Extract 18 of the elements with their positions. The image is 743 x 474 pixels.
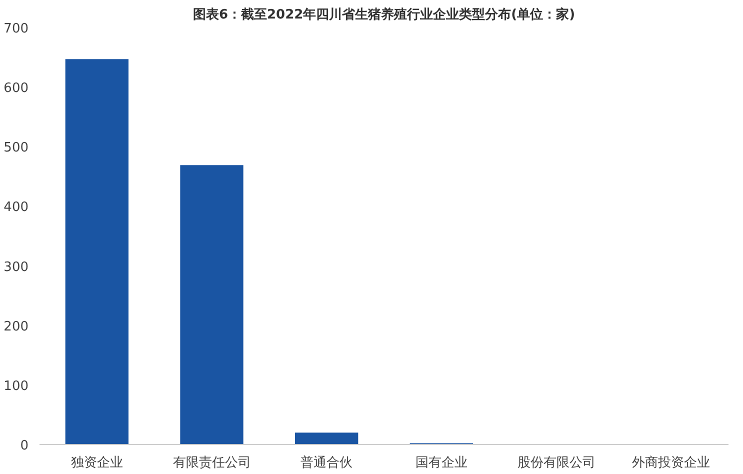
chart-title: 图表6：截至2022年四川省生猪养殖行业企业类型分布(单位：家) xyxy=(192,6,576,22)
bar xyxy=(180,165,244,444)
x-tick-label: 普通合伙 xyxy=(300,454,353,470)
x-tick-label: 独资企业 xyxy=(70,456,123,470)
y-tick-label: 200 xyxy=(4,319,29,334)
y-tick-label: 700 xyxy=(4,22,29,36)
x-tick-label: 股份有限公司 xyxy=(517,456,596,470)
y-tick-label: 600 xyxy=(4,81,29,96)
bar xyxy=(65,59,128,444)
x-tick-label: 有限责任公司 xyxy=(172,456,251,470)
y-tick-label: 300 xyxy=(4,260,29,275)
y-tick-label: 400 xyxy=(4,200,29,216)
bar xyxy=(295,432,358,444)
x-tick-label: 国有企业 xyxy=(415,456,468,470)
y-tick-label: 0 xyxy=(20,438,29,454)
x-tick-label: 外商投资企业 xyxy=(632,456,710,470)
y-tick-label: 100 xyxy=(4,378,29,394)
y-tick-label: 500 xyxy=(4,140,29,156)
